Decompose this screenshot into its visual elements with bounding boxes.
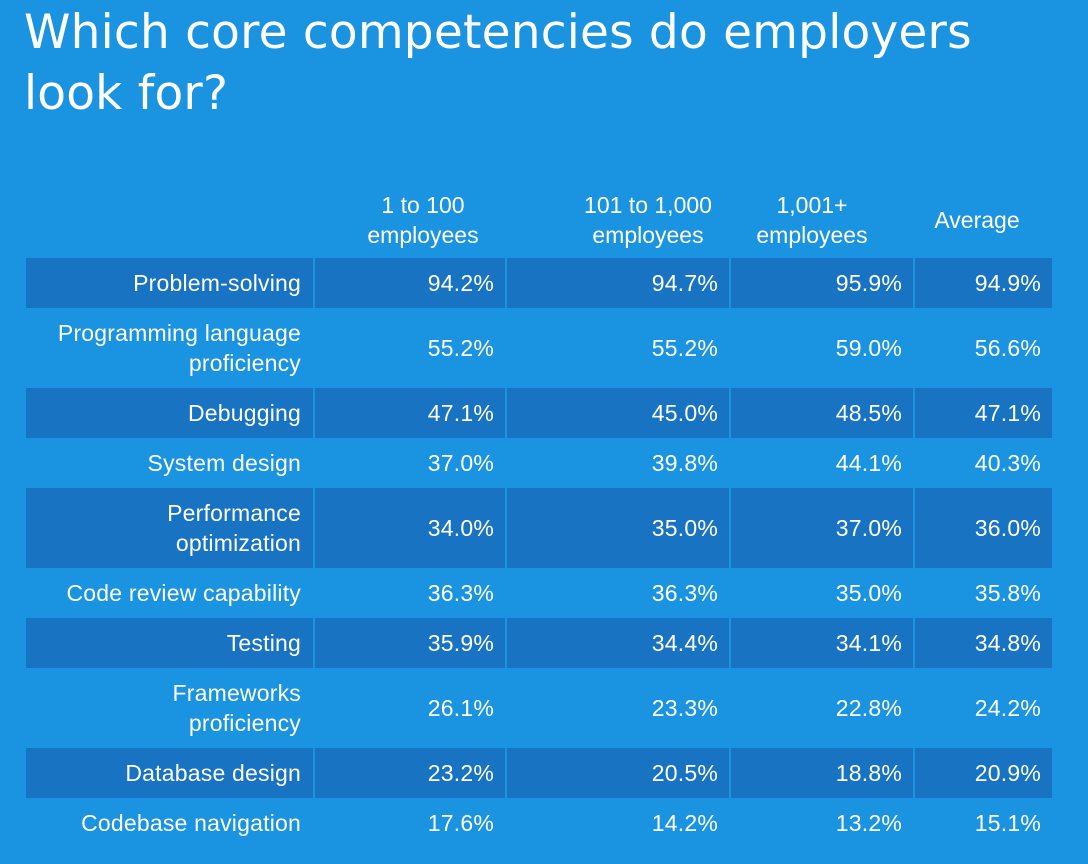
row-label: Codebase navigation [81, 810, 301, 836]
header-row: 1 to 100 employees 101 to 1,000 employee… [26, 182, 1052, 258]
row-label-cell: Problem-solving [26, 258, 314, 308]
value-cell: 20.9% [913, 748, 1052, 798]
table-row: Performance optimization 34.0% 35.0% 37.0% 3… [26, 488, 1052, 568]
column-header-label: 1 to 100 employees [367, 192, 479, 248]
row-label: Programming language proficiency [57, 320, 301, 376]
table-row: Frameworks proficiency 26.1% 23.3% 22.8% 24.… [26, 668, 1052, 748]
value-cell: 34.8% [913, 618, 1052, 668]
row-label: Testing [226, 630, 301, 656]
row-label: Debugging [187, 400, 301, 426]
value-cell: 26.1% [313, 668, 506, 748]
value-cell: 17.6% [313, 798, 506, 848]
table-body: Problem-solving 94.2% 94.7% 95.9% 94.9% Progr… [26, 258, 1052, 848]
table-row: System design 37.0% 39.8% 44.1% 40.3% [26, 438, 1052, 488]
row-label: System design [147, 450, 301, 476]
column-header-label: Average [934, 207, 1020, 233]
row-label-cell: Code review capability [26, 568, 314, 618]
column-header: 1,001+ employees [730, 182, 914, 258]
value-cell: 34.0% [313, 488, 506, 568]
value-cell: 40.3% [913, 438, 1052, 488]
value-cell: 95.9% [729, 258, 914, 308]
value-cell: 94.2% [313, 258, 506, 308]
value-cell: 36.3% [313, 568, 506, 618]
row-label-cell: Performance optimization [26, 488, 314, 568]
column-header: 101 to 1,000 employees [506, 182, 730, 258]
row-label-cell: Testing [26, 618, 314, 668]
value-cell: 13.2% [729, 798, 914, 848]
row-label-cell: Frameworks proficiency [26, 668, 314, 748]
value-cell: 36.3% [505, 568, 730, 618]
row-label: Database design [125, 760, 301, 786]
value-cell: 23.2% [313, 748, 506, 798]
value-cell: 37.0% [313, 438, 506, 488]
table-row: Database design 23.2% 20.5% 18.8% 20.9% [26, 748, 1052, 798]
table-row: Programming language proficiency 55.2% 55.… [26, 308, 1052, 388]
value-cell: 94.9% [913, 258, 1052, 308]
value-cell: 34.4% [505, 618, 730, 668]
value-cell: 47.1% [313, 388, 506, 438]
value-cell: 20.5% [505, 748, 730, 798]
value-cell: 45.0% [505, 388, 730, 438]
column-header: Average [914, 182, 1052, 258]
value-cell: 23.3% [505, 668, 730, 748]
value-cell: 47.1% [913, 388, 1052, 438]
competency-table: 1 to 100 employees 101 to 1,000 employee… [26, 182, 1052, 848]
value-cell: 15.1% [913, 798, 1052, 848]
value-cell: 34.1% [729, 618, 914, 668]
table-row: Problem-solving 94.2% 94.7% 95.9% 94.9% [26, 258, 1052, 308]
row-label-cell: System design [26, 438, 314, 488]
value-cell: 44.1% [729, 438, 914, 488]
row-label: Code review capability [66, 580, 301, 606]
value-cell: 56.6% [913, 308, 1052, 388]
value-cell: 35.0% [505, 488, 730, 568]
column-header: 1 to 100 employees [314, 182, 506, 258]
value-cell: 14.2% [505, 798, 730, 848]
value-cell: 36.0% [913, 488, 1052, 568]
row-label: Performance optimization [167, 500, 301, 556]
row-label-cell: Programming language proficiency [26, 308, 314, 388]
value-cell: 48.5% [729, 388, 914, 438]
value-cell: 55.2% [505, 308, 730, 388]
value-cell: 24.2% [913, 668, 1052, 748]
value-cell: 35.8% [913, 568, 1052, 618]
row-label: Frameworks proficiency [172, 680, 301, 736]
table-row: Code review capability 36.3% 36.3% 35.0% 35.… [26, 568, 1052, 618]
value-cell: 37.0% [729, 488, 914, 568]
corner-cell [26, 182, 314, 258]
row-label-cell: Database design [26, 748, 314, 798]
value-cell: 94.7% [505, 258, 730, 308]
value-cell: 39.8% [505, 438, 730, 488]
chart-title: Which core competencies do employers loo… [24, 5, 972, 121]
row-label-cell: Codebase navigation [26, 798, 314, 848]
value-cell: 18.8% [729, 748, 914, 798]
row-label-cell: Debugging [26, 388, 314, 438]
table-row: Codebase navigation 17.6% 14.2% 13.2% 15.1% [26, 798, 1052, 848]
table-row: Debugging 47.1% 45.0% 48.5% 47.1% [26, 388, 1052, 438]
value-cell: 35.0% [729, 568, 914, 618]
column-header-label: 101 to 1,000 employees [584, 192, 712, 248]
column-header-label: 1,001+ employees [756, 192, 868, 248]
value-cell: 55.2% [313, 308, 506, 388]
value-cell: 35.9% [313, 618, 506, 668]
table-row: Testing 35.9% 34.4% 34.1% 34.8% [26, 618, 1052, 668]
value-cell: 22.8% [729, 668, 914, 748]
row-label: Problem-solving [133, 270, 301, 296]
value-cell: 59.0% [729, 308, 914, 388]
